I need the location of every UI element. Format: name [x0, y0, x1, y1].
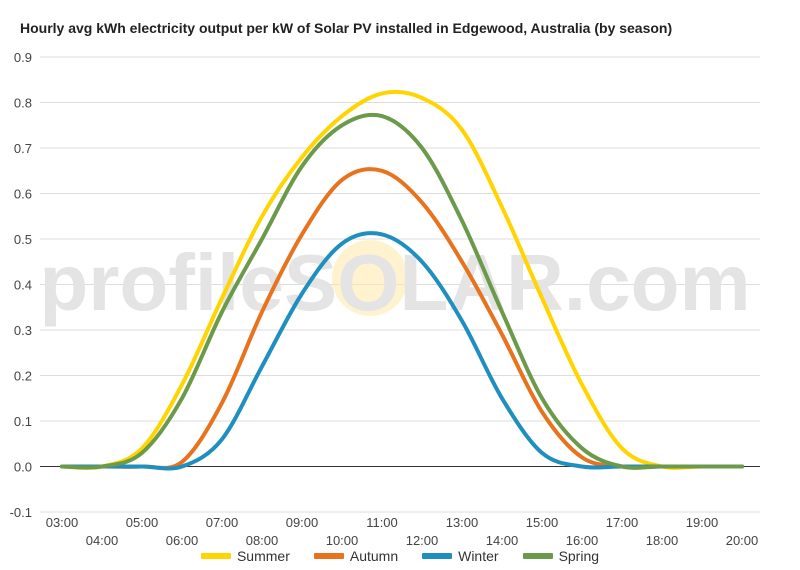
y-tick-label: 0.2: [14, 369, 32, 384]
watermark-sun-icon: [332, 240, 408, 316]
x-tick-label: 10:00: [326, 533, 359, 548]
legend-label: Autumn: [349, 548, 399, 564]
x-tick-label: 16:00: [566, 533, 599, 548]
x-tick-label: 17:00: [606, 515, 639, 530]
chart-title: Hourly avg kWh electricity output per kW…: [20, 20, 673, 36]
x-tick-label: 13:00: [446, 515, 479, 530]
x-tick-label: 14:00: [486, 533, 519, 548]
chart-legend: Summer Autumn Winter Spring: [0, 548, 800, 564]
legend-swatch: [200, 553, 231, 559]
x-tick-label: 15:00: [526, 515, 559, 530]
x-tick-label: 09:00: [286, 515, 319, 530]
x-tick-label: 19:00: [686, 515, 719, 530]
x-tick-label: 05:00: [126, 515, 159, 530]
y-tick-label: 0.0: [14, 460, 32, 475]
y-tick-label: 0.3: [14, 323, 32, 338]
y-tick-label: -0.1: [10, 505, 32, 520]
x-axis: 03:00 04:00 05:00 06:00 07:00 08:00 09:00 10:00…: [46, 515, 759, 548]
watermark: profileSOLAR.com: [39, 238, 750, 327]
legend-swatch: [522, 553, 553, 559]
grid-lines: [40, 56, 760, 513]
y-tick-label: 0.8: [14, 96, 32, 111]
x-tick-label: 08:00: [246, 533, 279, 548]
x-tick-label: 18:00: [646, 533, 679, 548]
legend-item-summer[interactable]: Summer: [200, 548, 290, 564]
legend-swatch: [313, 553, 344, 559]
x-tick-label: 06:00: [166, 533, 199, 548]
y-axis: -0.1 0.0 0.1 0.2 0.3 0.4 0.5 0.6 0.7 0.8 0.9: [10, 50, 32, 520]
x-tick-label: 20:00: [726, 533, 759, 548]
series-line-summer: [60, 89, 744, 470]
x-tick-label: 03:00: [46, 515, 79, 530]
legend-swatch: [422, 553, 453, 559]
legend-item-spring[interactable]: Spring: [522, 548, 600, 564]
y-tick-label: 0.7: [14, 141, 32, 156]
y-tick-label: 0.1: [14, 414, 32, 429]
y-tick-label: 0.4: [14, 278, 32, 293]
y-tick-label: 0.9: [14, 50, 32, 65]
x-tick-label: 07:00: [206, 515, 239, 530]
legend-label: Spring: [558, 548, 600, 564]
y-tick-label: 0.6: [14, 187, 32, 202]
x-tick-label: 11:00: [366, 515, 398, 530]
series-line-spring: [60, 112, 744, 470]
legend-item-winter[interactable]: Winter: [422, 548, 499, 564]
legend-item-autumn[interactable]: Autumn: [313, 548, 399, 564]
y-tick-label: 0.5: [14, 232, 32, 247]
x-tick-label: 04:00: [86, 533, 119, 548]
watermark-text: profileSOLAR.com: [39, 238, 750, 327]
legend-label: Summer: [236, 548, 290, 564]
series-lines: [60, 89, 744, 471]
legend-label: Winter: [458, 548, 499, 564]
x-tick-label: 12:00: [406, 533, 439, 548]
